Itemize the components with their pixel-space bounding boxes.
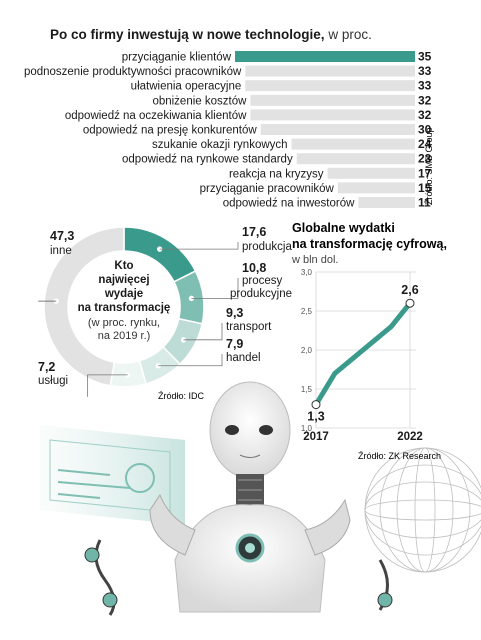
bar [327,167,415,179]
donut-leader-line [158,354,223,367]
bar-category-label: odpowiedź na presję konkurentów [83,125,258,137]
donut-slice-name: procesy [242,275,283,287]
bar-chart-title-unit: w proc. [328,27,372,42]
bar-value-label: 33 [418,79,432,93]
bar-category-label: szukanie okazji rynkowych [152,139,288,151]
bar-category-label: przyciąganie klientów [122,52,232,64]
bar-chart-source: Źródło: SMB Group [424,127,434,205]
donut-slice [43,226,125,387]
line-end-label: 1,3 [307,410,324,424]
bar-category-label: odpowiedź na rynkowe standardy [122,154,293,166]
donut-center-line: najwięcej [98,274,149,286]
bar-value-label: 35 [418,50,432,64]
line-point [311,400,321,410]
bar [245,80,415,92]
bar [250,94,415,106]
donut-leader-line [191,278,239,299]
donut-center-line: na transformację [78,302,171,314]
line-chart-title-line-1: Globalne wydatki [292,221,395,235]
bar-category-label: odpowiedź na inwestorów [223,198,355,210]
bar-category-label: podnoszenie produktywności pracowników [24,66,242,78]
bar [260,124,415,135]
bar-value-label: 32 [418,108,432,122]
bar-value-label: 17 [418,166,432,180]
bar [337,182,415,194]
bar-category-label: przyciąganie pracowników [200,183,335,195]
donut-slice-name: transport [226,321,272,333]
bar [291,138,415,150]
bar-value-label: 32 [418,93,432,107]
line-chart-y-tick: 1,5 [301,385,313,394]
bar-value-label: 11 [418,196,431,210]
donut-value-label: 10,8 [242,261,266,275]
bar [235,51,415,62]
bar-value-label: 30 [418,123,432,137]
bar [245,65,415,77]
bar-category-label: odpowiedź na oczekiwania klientów [65,110,247,122]
bar [358,197,415,208]
bar-chart: przyciąganie klientów 35 podnoszenie produ… [24,50,432,210]
line-chart-x-tick: 2017 [303,431,329,443]
donut-source: Źródło: IDC [158,391,205,401]
bar-category-label: ułatwienia operacyjne [131,81,242,93]
line-chart: 1,0 1,5 2,0 2,5 3,0 2017 2022 1,3 2,6 [301,268,423,443]
donut-value-label: 17,6 [242,225,266,239]
line-chart-y-tick: 2,5 [301,307,313,316]
line-chart-title-line-2: na transformację cyfrową, [292,237,447,251]
line-chart-source: Źródło: ZK Research [358,451,441,461]
donut-center-line: Kto [114,260,133,272]
donut-chart: Kto najwięcej wydaje na transformację (w pro… [38,225,292,397]
donut-slice-name: usługi [38,375,68,387]
line-chart-unit: w bln dol. [291,254,338,266]
bar-value-label: 15 [418,181,432,195]
donut-slice-name: produkcyjne [230,288,292,300]
donut-center-sub-line: (w proc. rynku, [88,317,160,329]
bar-category-label: reakcja na kryzysy [229,168,324,180]
donut-leader-line [183,323,223,341]
bar-value-label: 24 [418,137,432,151]
donut-value-label: 47,3 [50,229,74,243]
line-series [313,301,412,406]
donut-value-label: 7,2 [38,360,55,374]
donut-slice-name: produkcja [242,241,292,253]
donut-value-label: 7,9 [226,337,243,351]
line-chart-y-tick: 3,0 [301,268,313,277]
bar-chart-title: Po co firmy inwestują w nowe technologie… [50,27,372,42]
donut-leader-line [87,374,128,397]
line-chart-y-tick: 2,0 [301,346,313,355]
line-end-label: 2,6 [401,283,418,297]
donut-leader-line [159,242,239,250]
donut-center-line: wydaje [104,288,143,300]
donut-value-label: 9,3 [226,306,243,320]
bar [250,109,415,121]
donut-slice-name: handel [226,352,261,364]
donut-slice-name: inne [50,245,72,257]
bar-category-label: obniżenie kosztów [152,95,247,107]
line-chart-y-tick: 1,0 [301,424,313,433]
bar-chart-title-bold: Po co firmy inwestują w nowe technologie… [50,27,325,42]
line-point [405,298,415,308]
robot-illustration [40,381,481,616]
donut-center-sub-line: na 2019 r.) [98,330,151,342]
bar [296,153,415,165]
bar-value-label: 23 [418,152,432,166]
bar-value-label: 33 [418,64,432,78]
line-chart-x-tick: 2022 [397,431,423,443]
